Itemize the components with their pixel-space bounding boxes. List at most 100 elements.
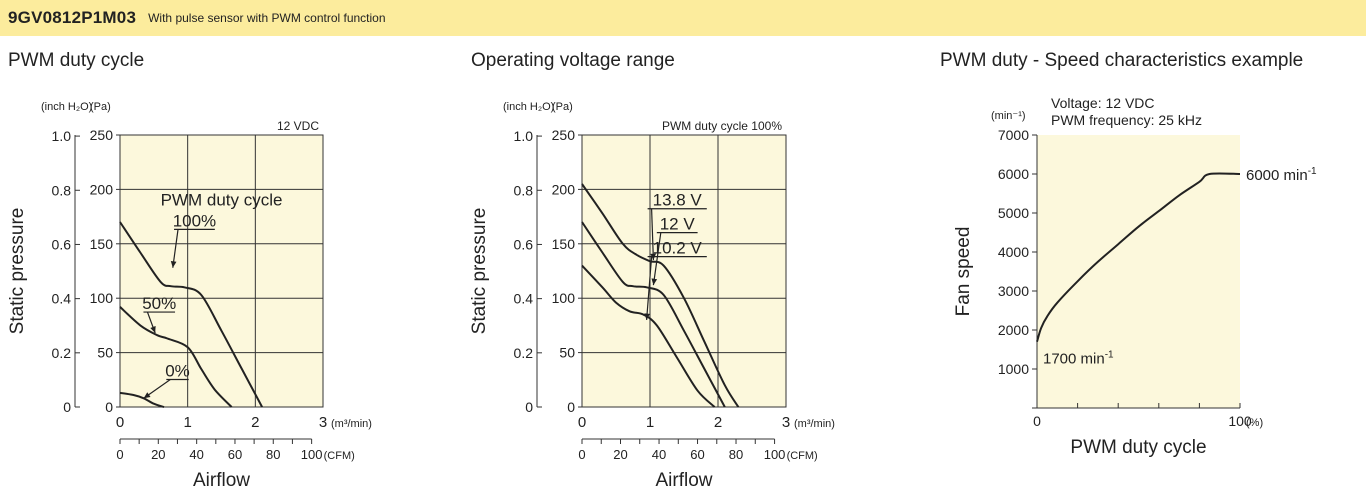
secondary-x-unit: (CFM)	[787, 450, 818, 462]
y-tick-label: 3000	[998, 283, 1029, 299]
series-label-2: 50%	[142, 294, 176, 313]
arrow-head	[644, 313, 650, 320]
secondary-y-tick-label: 0	[525, 399, 533, 415]
series-label-3: 0%	[165, 362, 190, 381]
secondary-y-tick-label: 0.8	[52, 182, 72, 198]
arrow-head	[143, 392, 151, 399]
y-tick-label: 100	[552, 290, 576, 306]
unit-superscript: -1	[1308, 166, 1317, 177]
y-axis-title: Static pressure	[7, 208, 28, 335]
secondary-x-tick-label: 40	[652, 447, 666, 462]
y-axis-title: Static pressure	[469, 208, 490, 335]
x-tick-label: 100	[1228, 413, 1252, 429]
series-label-0: 13.8 V	[653, 191, 703, 210]
chart-title-pwm-duty-cycle: PWM duty cycle	[8, 50, 145, 71]
secondary-x-tick-label: 100	[301, 447, 323, 462]
x-axis-title: PWM duty cycle	[1070, 437, 1206, 458]
secondary-x-tick-label: 0	[116, 447, 123, 462]
leader-line	[646, 256, 653, 321]
secondary-y-tick-label: 0.6	[514, 236, 534, 252]
x-tick-label: 0	[116, 414, 124, 431]
note-voltage: Voltage: 12 VDC	[1051, 95, 1155, 111]
y-tick-label: 200	[552, 181, 576, 197]
y-tick-label: 50	[559, 345, 575, 361]
condition-label: PWM duty cycle 100%	[662, 119, 782, 133]
max-speed-label: 6000 min-1	[1246, 166, 1317, 184]
secondary-y-tick-label: 0.6	[52, 236, 72, 252]
x-tick-label: 1	[646, 414, 654, 431]
secondary-y-tick-label: 0.2	[514, 345, 534, 361]
secondary-x-tick-label: 80	[266, 447, 280, 462]
secondary-y-unit: (inch H₂O)	[503, 101, 554, 113]
secondary-y-tick-label: 1.0	[514, 128, 534, 144]
secondary-y-unit: (inch H₂O)	[41, 101, 92, 113]
series-line-0	[119, 221, 263, 408]
note-pwm-frequency: PWM frequency: 25 kHz	[1051, 112, 1202, 128]
plot-area	[119, 134, 324, 408]
series-line-1	[119, 306, 233, 408]
y-tick-label: 0	[105, 399, 113, 415]
legend-title: PWM duty cycle	[161, 191, 283, 210]
secondary-x-tick-label: 60	[228, 447, 242, 462]
secondary-x-unit: (CFM)	[324, 450, 355, 462]
secondary-x-tick-label: 60	[690, 447, 704, 462]
x-unit: (m³/min)	[331, 418, 372, 430]
secondary-x-tick-label: 20	[613, 447, 627, 462]
secondary-x-tick-label: 40	[189, 447, 203, 462]
series-label-1: 12 V	[660, 215, 696, 234]
series-line-1	[581, 221, 726, 408]
y-tick-label: 7000	[998, 127, 1029, 143]
y-tick-label: 150	[552, 236, 576, 252]
speed-curve	[1036, 172, 1241, 342]
secondary-y-tick-label: 0.4	[52, 291, 72, 307]
x-tick-label: 2	[251, 414, 259, 431]
arrow-head	[170, 261, 177, 268]
x-tick-label: 0	[1033, 413, 1041, 429]
secondary-y-tick-label: 0	[63, 399, 71, 415]
y-tick-label: 100	[90, 290, 114, 306]
y-tick-label: 0	[567, 399, 575, 415]
series-line-2	[581, 264, 716, 408]
plot-area	[581, 134, 787, 408]
secondary-y-tick-label: 1.0	[52, 128, 72, 144]
y-tick-label: 2000	[998, 322, 1029, 338]
y-tick-label: 1000	[998, 361, 1029, 377]
y-tick-label: 250	[552, 127, 576, 143]
secondary-x-tick-label: 20	[151, 447, 165, 462]
x-tick-label: 0	[578, 414, 586, 431]
y-tick-label: 150	[90, 236, 114, 252]
leader-line	[651, 208, 654, 261]
secondary-y-tick-label: 0.2	[52, 345, 72, 361]
unit-superscript: -1	[1105, 350, 1114, 361]
secondary-x-tick-label: 0	[578, 447, 585, 462]
y-tick-label: 50	[97, 345, 113, 361]
min-speed-label: 1700 min-1	[1043, 350, 1114, 368]
model-description: With pulse sensor with PWM control funct…	[148, 11, 386, 25]
y-tick-label: 250	[90, 127, 114, 143]
x-tick-label: 1	[183, 414, 191, 431]
x-tick-label: 3	[782, 414, 790, 431]
y-tick-label: 200	[90, 181, 114, 197]
x-tick-label: 3	[319, 414, 327, 431]
secondary-x-tick-label: 80	[729, 447, 743, 462]
chart-title-operating-voltage: Operating voltage range	[471, 50, 675, 71]
x-unit: (%)	[1246, 417, 1263, 429]
model-number: 9GV0812P1M03	[8, 8, 137, 27]
y-tick-label: 4000	[998, 244, 1029, 260]
condition-label: 12 VDC	[277, 119, 319, 133]
y-unit: (Pa)	[90, 101, 111, 113]
x-tick-label: 2	[714, 414, 722, 431]
series-label-2: 10.2 V	[653, 239, 703, 258]
leader-line	[172, 229, 179, 268]
y-unit: (min⁻¹)	[991, 110, 1026, 122]
y-tick-label: 6000	[998, 166, 1029, 182]
y-axis-title: Fan speed	[953, 227, 974, 317]
arrow-head	[150, 326, 156, 334]
x-unit: (m³/min)	[794, 418, 835, 430]
secondary-x-tick-label: 100	[764, 447, 786, 462]
speed-chart: 1000 2000 3000 4000 5000 6000 7000 0 100(%) (min⁻…	[953, 95, 1317, 458]
series-label-1: 100%	[173, 211, 216, 230]
secondary-y-tick-label: 0.8	[514, 182, 534, 198]
